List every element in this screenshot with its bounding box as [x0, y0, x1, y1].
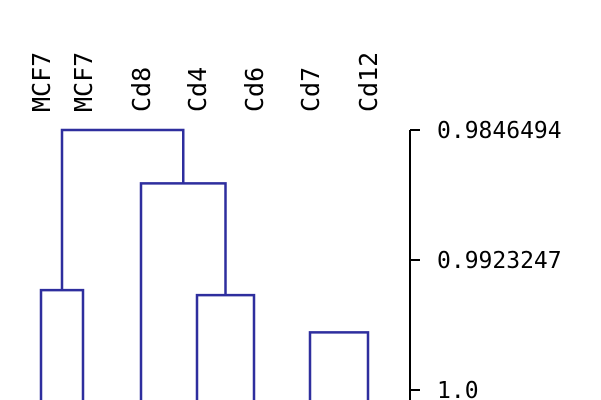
merge-link: [139, 182, 227, 400]
leaf-label: MCF7: [69, 52, 98, 112]
leaf-label: Cd7: [296, 67, 325, 112]
axis-tick-label: 1.0: [437, 378, 479, 400]
axis-tick-label: 0.9923247: [437, 248, 562, 274]
merge-link: [195, 293, 256, 400]
axis-tick-label: 0.9846494: [437, 118, 562, 144]
leaf-label: Cd12: [354, 52, 383, 112]
merge-link: [60, 128, 185, 291]
leaf-label: MCF7: [27, 52, 56, 112]
dendrogram-tree: [39, 128, 370, 400]
leaf-label: Cd4: [183, 67, 212, 112]
leaf-label: Cd6: [240, 67, 269, 112]
leaf-labels: MCF7 MCF7 Cd8 Cd4 Cd6 Cd7 Cd12: [27, 52, 383, 112]
leaf-label: Cd8: [127, 67, 156, 112]
merge-link: [308, 331, 370, 400]
height-axis: 0.9846494 0.9923247 1.0: [409, 118, 562, 400]
merge-link: [39, 288, 85, 400]
